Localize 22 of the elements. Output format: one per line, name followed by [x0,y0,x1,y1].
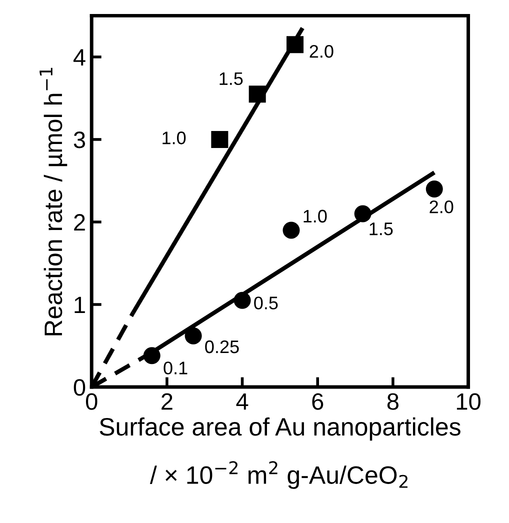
x-axis-title: Surface area of Au nanoparticles / × 10$^{−2}$ m$^{2}$ g-Au/CeO$_{2}$ [100,417,460,489]
y-tick-label: 4 [73,49,86,66]
annotation: 2.0 [310,44,334,58]
x-tick-label: 10 [456,393,480,410]
x-tick-label: 6 [312,393,324,410]
x-tick-label: 2 [162,393,172,410]
annotation: 1.0 [162,132,186,144]
annotation: 1.5 [220,72,243,86]
y-tick-label: 1 [74,296,85,314]
y-axis-title: Reaction rate / µmol h$^{−1}$ [40,68,68,336]
annotation: 0.25 [205,340,239,354]
annotation: 2.0 [430,200,454,214]
annotation: 0.5 [254,296,278,310]
x-tick-label: 0 [86,393,98,410]
x-tick-label: 8 [387,393,398,410]
annotation: 0.1 [164,362,188,374]
annotation: 1.5 [370,222,393,236]
y-tick-label: 3 [74,132,86,148]
x-tick-label: 4 [236,393,248,410]
y-tick-label: 2 [74,214,85,231]
annotation: 1.0 [304,210,327,223]
y-tick-label: 0 [74,379,86,396]
